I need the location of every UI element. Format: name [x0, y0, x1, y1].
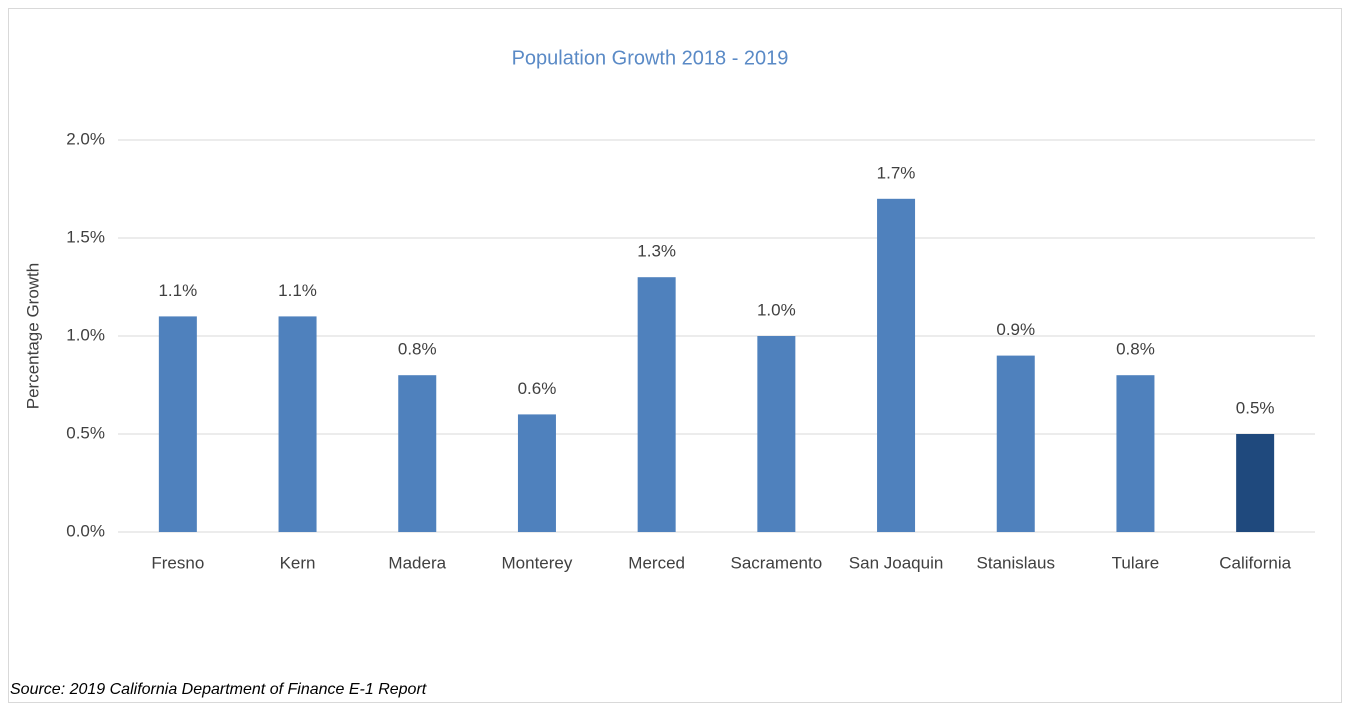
data-label: 1.1% — [278, 281, 317, 300]
x-tick-label: California — [1219, 553, 1291, 572]
data-label: 0.5% — [1236, 398, 1275, 417]
y-tick-label: 0.5% — [66, 423, 105, 442]
data-label: 1.3% — [637, 242, 676, 261]
y-axis-label: Percentage Growth — [23, 263, 42, 409]
bar — [517, 414, 556, 532]
y-tick-label: 1.0% — [66, 325, 105, 344]
y-tick-label: 1.5% — [66, 227, 105, 246]
x-tick-label: Fresno — [151, 553, 204, 572]
x-tick-label: San Joaquin — [849, 553, 944, 572]
y-tick-label: 2.0% — [66, 129, 105, 148]
bar — [637, 277, 676, 532]
data-label: 1.0% — [757, 300, 796, 319]
bar — [1236, 434, 1275, 532]
bar — [757, 336, 796, 532]
y-tick-label: 0.0% — [66, 521, 105, 540]
data-label: 1.7% — [877, 163, 916, 182]
x-tick-label: Madera — [388, 553, 446, 572]
data-label: 0.9% — [996, 320, 1035, 339]
bar — [1116, 375, 1155, 532]
bar — [278, 316, 317, 532]
x-tick-label: Kern — [280, 553, 316, 572]
chart-title: Population Growth 2018 - 2019 — [512, 47, 789, 69]
x-tick-label: Monterey — [502, 553, 573, 572]
x-tick-label: Merced — [628, 553, 685, 572]
x-tick-label: Stanislaus — [977, 553, 1055, 572]
data-label: 0.8% — [398, 340, 437, 359]
x-tick-label: Tulare — [1112, 553, 1160, 572]
bar — [877, 198, 916, 533]
data-label: 0.8% — [1116, 340, 1155, 359]
x-tick-label: Sacramento — [731, 553, 823, 572]
bar — [158, 316, 197, 532]
data-label: 0.6% — [518, 379, 557, 398]
bar — [398, 375, 437, 532]
bar — [996, 355, 1035, 532]
data-label: 1.1% — [158, 281, 197, 300]
source-note: Source: 2019 California Department of Fi… — [10, 681, 427, 698]
